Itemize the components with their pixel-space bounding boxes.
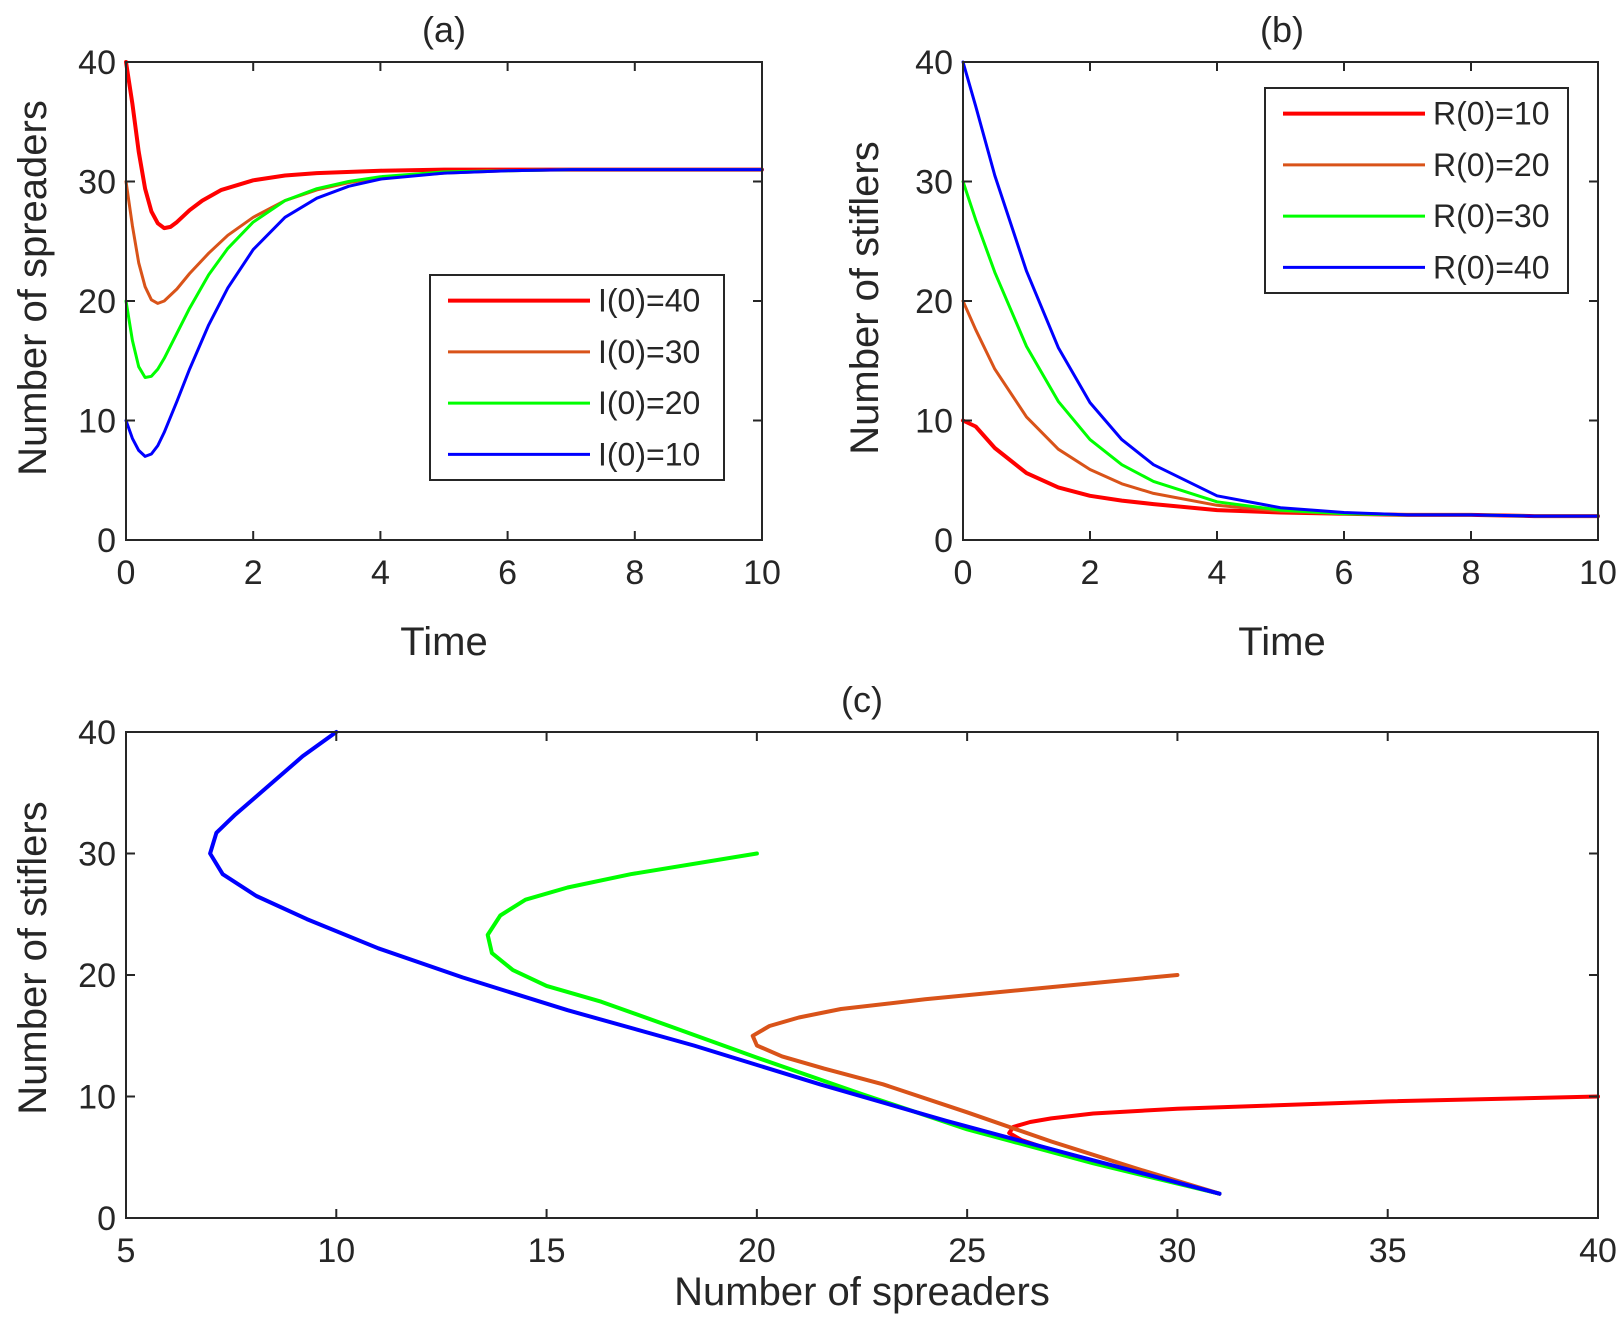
panel-b-ytick-label: 10 [915, 403, 953, 441]
panel-c-xlabel: Number of spreaders [674, 1270, 1050, 1314]
panel-b-legend-label: R(0)=40 [1433, 249, 1550, 285]
panel-a-title: (a) [422, 9, 466, 50]
panel-a-xtick-label: 10 [743, 554, 781, 592]
panel-c-xtick-label: 30 [1159, 1232, 1197, 1270]
panel-c-series-curve-4 [208, 730, 1222, 1196]
panel-b-ytick-label: 20 [915, 283, 953, 321]
panel-c-xtick-label: 20 [738, 1232, 776, 1270]
panel-c-ytick-label: 40 [78, 714, 116, 752]
panel-b-legend-box [1264, 87, 1569, 294]
panel-c-ylabel: Number of stiflers [11, 801, 55, 1114]
panel-c-xtick-label: 10 [317, 1232, 355, 1270]
panel-a-xtick-label: 0 [117, 554, 136, 592]
panel-a-legend-label: I(0)=20 [598, 385, 700, 421]
panel-c-xtick-label: 5 [117, 1232, 136, 1270]
panel-b-xtick-label: 2 [1081, 554, 1100, 592]
panel-b-xtick-label: 0 [954, 554, 973, 592]
panel-a-series-i-0-40 [124, 60, 764, 231]
panel-c-series-curve-2 [750, 973, 1222, 1196]
panel-b-ylabel: Number of stiflers [843, 141, 887, 454]
panel-b-xtick-label: 8 [1462, 554, 1481, 592]
panel-a-xtick-label: 6 [498, 554, 517, 592]
panel-b-stiflers-vs-time: (b) Time Number of stiflers 0 2 4 6 8 10 0 10 20… [843, 9, 1617, 664]
panel-a-legend-box [429, 274, 725, 481]
panel-c-xtick-label: 15 [528, 1232, 566, 1270]
panel-a-ytick-label: 20 [78, 283, 116, 321]
panel-a-ylabel: Number of spreaders [11, 100, 55, 476]
panel-a-ytick-label: 10 [78, 403, 116, 441]
panel-c-phase-plane: (c) Number of spreaders Number of stifle… [11, 679, 1617, 1314]
panel-c-ytick-label: 0 [97, 1200, 116, 1238]
panel-b-ytick-label: 0 [934, 522, 953, 560]
panel-c-series-curve-3 [485, 851, 1222, 1196]
panel-a-ytick-label: 40 [78, 44, 116, 82]
panel-a-legend-label: I(0)=30 [598, 334, 700, 370]
panel-a-legend-label: I(0)=10 [598, 436, 700, 472]
panel-b-series-r-0-10 [961, 418, 1600, 519]
panel-b-xtick-label: 6 [1335, 554, 1354, 592]
panel-a-xtick-label: 2 [244, 554, 263, 592]
panel-b-xtick-label: 10 [1579, 554, 1617, 592]
panel-b-xlabel: Time [1238, 620, 1325, 664]
panel-b-title: (b) [1260, 9, 1304, 50]
panel-c-ytick-label: 30 [78, 836, 116, 874]
panel-c-xtick-label: 40 [1579, 1232, 1617, 1270]
panel-a-xtick-label: 4 [371, 554, 390, 592]
panel-b-ytick-label: 30 [915, 164, 953, 202]
panel-a-spreaders-vs-time: (a) Time Number of spreaders 0 2 4 6 8 10 0 10 2… [11, 9, 781, 664]
panel-b-xtick-label: 4 [1208, 554, 1227, 592]
panel-a-series-i-0-10 [124, 168, 764, 458]
panel-c-axes-frame [125, 731, 1599, 1219]
panel-c-xtick-label: 25 [948, 1232, 986, 1270]
panel-c-xtick-label: 35 [1369, 1232, 1407, 1270]
panel-a-xtick-label: 8 [625, 554, 644, 592]
panel-b-legend: R(0)=10 R(0)=20 R(0)=30 R(0)=40 [1264, 87, 1569, 294]
panel-b-legend-label: R(0)=20 [1433, 147, 1550, 183]
panel-b-series-r-0-40 [961, 60, 1600, 518]
panel-a-xlabel: Time [400, 620, 487, 664]
panel-b-ytick-label: 40 [915, 44, 953, 82]
panel-a-ytick-label: 0 [97, 522, 116, 560]
panel-b-series-r-0-20 [961, 299, 1600, 518]
panel-a-legend: I(0)=40 I(0)=30 I(0)=20 I(0)=10 [429, 274, 725, 481]
panel-c-ytick-label: 20 [78, 957, 116, 995]
panel-c-ytick-label: 10 [78, 1079, 116, 1117]
panel-b-legend-label: R(0)=30 [1433, 198, 1550, 234]
panel-a-legend-label: I(0)=40 [598, 283, 700, 319]
panel-c-title: (c) [841, 679, 883, 720]
panel-b-legend-label: R(0)=10 [1433, 96, 1550, 132]
panel-a-ytick-label: 30 [78, 164, 116, 202]
panel-c-series-curve-1 [1007, 1094, 1600, 1196]
